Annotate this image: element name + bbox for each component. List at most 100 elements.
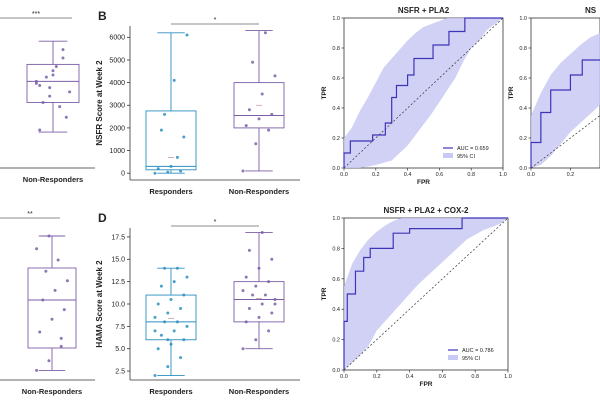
y-axis-label: HAMA Score at Week 2 xyxy=(95,260,104,348)
data-point xyxy=(169,164,173,168)
x-tick-label: 0.4 xyxy=(404,172,412,178)
data-point xyxy=(56,258,60,262)
x-tick-label: 1.0 xyxy=(504,374,512,380)
data-point xyxy=(166,311,170,315)
category-label: Non-Responders xyxy=(229,387,289,396)
box-1 xyxy=(233,281,285,323)
x-tick-label: 0.2 xyxy=(567,172,575,178)
data-point xyxy=(185,324,189,328)
data-point xyxy=(254,284,258,288)
data-point xyxy=(156,347,160,351)
y-tick-label: 0.4 xyxy=(332,307,340,313)
category-label: Non-Responders xyxy=(22,387,82,396)
y-tick-label: 15.0 xyxy=(111,257,125,264)
y-tick-label: 5000 xyxy=(109,57,125,64)
data-point xyxy=(172,329,176,333)
y-tick-label: 5.0 xyxy=(115,346,125,353)
data-point xyxy=(241,289,245,293)
x-axis-label: FPR xyxy=(420,381,433,388)
data-point xyxy=(182,338,186,342)
data-point xyxy=(47,359,51,363)
data-point xyxy=(270,112,274,116)
legend-auc-label: AUC = 0.659 xyxy=(457,146,489,152)
data-point xyxy=(34,79,38,83)
data-point xyxy=(61,48,65,52)
chance-diagonal xyxy=(343,17,504,169)
data-point xyxy=(260,302,264,306)
x-tick-label: 0.8 xyxy=(467,172,475,178)
data-point xyxy=(153,171,157,175)
data-point xyxy=(247,248,251,252)
x-tick-label: 0.2 xyxy=(373,374,381,380)
data-point xyxy=(47,234,51,238)
data-point xyxy=(244,124,248,128)
data-point xyxy=(38,84,42,88)
x-tick-label: 0.0 xyxy=(340,374,348,380)
data-point xyxy=(241,347,245,351)
y-axis-label: NSFR Score at Week 2 xyxy=(95,60,104,146)
data-point xyxy=(247,108,251,112)
data-point xyxy=(159,128,163,132)
ci-band xyxy=(344,218,508,370)
data-point xyxy=(179,169,183,173)
chart-title: NSFR + PLA2 + COX-2 xyxy=(384,206,469,215)
roc-curve xyxy=(343,17,503,168)
data-point xyxy=(48,94,52,98)
category-label: Non-Responders xyxy=(23,175,83,184)
significance-stars: *** xyxy=(32,11,40,18)
data-point xyxy=(185,33,189,37)
data-point xyxy=(68,90,72,94)
data-point xyxy=(273,298,277,302)
plot-frame xyxy=(530,17,600,169)
data-point xyxy=(257,266,261,270)
x-axis-label: FPR xyxy=(417,179,430,186)
data-point xyxy=(175,266,179,270)
legend-ci-label: 95% CI xyxy=(462,356,481,362)
data-point xyxy=(166,365,170,369)
legend-auc-label: AUC = 0.786 xyxy=(462,348,494,354)
legend-band-swatch xyxy=(448,355,458,360)
data-point xyxy=(257,315,261,319)
panel-roc-nsfr-pla2: 0.0 0.2 0.4 0.6 0.8 1.0 0.0 0.2 0.4 0.6 0.8 1.0 NSFR… xyxy=(321,6,507,186)
data-point xyxy=(65,279,69,283)
plot-frame xyxy=(343,17,504,169)
box-1 xyxy=(233,82,285,129)
y-tick-label: 0.2 xyxy=(332,338,340,344)
data-point xyxy=(257,117,261,121)
data-point xyxy=(182,293,186,297)
chance-diagonal xyxy=(343,217,509,371)
chart-title: NS xyxy=(585,6,597,15)
y-tick-label: 0.6 xyxy=(332,76,340,82)
roc-curve xyxy=(343,217,508,370)
data-point xyxy=(263,293,267,297)
data-point xyxy=(251,60,255,64)
data-point xyxy=(244,275,248,279)
panel-label: B xyxy=(98,9,107,23)
ci-band xyxy=(531,33,600,168)
y-tick-label: 0.0 xyxy=(519,166,527,172)
y-tick-label: 7.5 xyxy=(115,324,125,331)
y-tick-label: 0.2 xyxy=(332,136,340,142)
data-point xyxy=(263,31,267,35)
y-tick-label: 1.0 xyxy=(519,16,527,22)
data-point xyxy=(163,112,167,116)
data-point xyxy=(175,320,179,324)
data-point xyxy=(254,338,258,342)
data-point xyxy=(267,329,271,333)
y-tick-label: 0.6 xyxy=(519,76,527,82)
data-point xyxy=(185,275,189,279)
y-tick-label: 0 xyxy=(121,171,125,178)
box-0 xyxy=(145,294,197,341)
significance-stars: ** xyxy=(27,211,33,218)
chart-title: NSFR + PLA2 xyxy=(398,6,450,15)
y-tick-label: 0.0 xyxy=(332,368,340,374)
box-0 xyxy=(27,267,77,349)
data-point xyxy=(44,269,48,273)
data-point xyxy=(172,78,176,82)
data-point xyxy=(59,344,63,348)
y-tick-label: 0.2 xyxy=(519,136,527,142)
x-tick-label: 0.8 xyxy=(471,374,479,380)
panel-label: D xyxy=(98,211,107,225)
y-tick-label: 0.4 xyxy=(332,106,340,112)
x-tick-label: 0.0 xyxy=(340,172,348,178)
